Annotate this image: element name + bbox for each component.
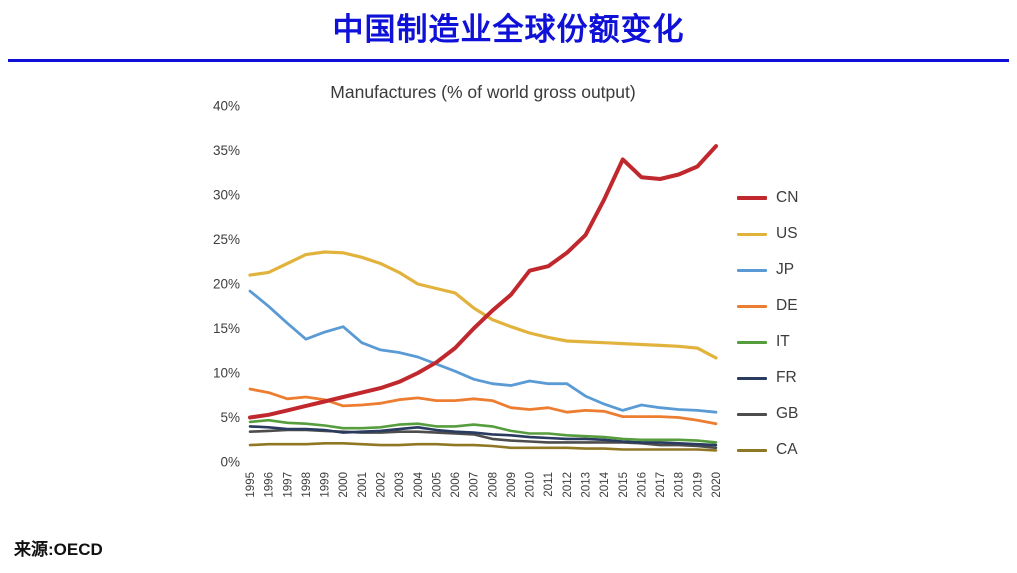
- legend-swatch: [737, 376, 767, 380]
- series-line-it: [248, 418, 718, 444]
- x-tick-label: 1998: [301, 472, 313, 498]
- y-tick-label: 35%: [213, 143, 240, 158]
- x-tick-label: 1999: [320, 472, 332, 498]
- legend-item-ca: CA: [737, 441, 798, 458]
- legend-label: JP: [776, 261, 795, 278]
- legend-swatch: [737, 232, 767, 236]
- x-tick-label: 2013: [581, 472, 593, 498]
- series-line-ca: [248, 441, 718, 452]
- x-tick-label: 1997: [282, 472, 294, 498]
- x-tick-label: 2006: [450, 472, 462, 498]
- x-tick-label: 2000: [338, 472, 350, 498]
- x-tick-label: 1995: [245, 472, 257, 498]
- series-line-cn: [248, 144, 718, 420]
- x-tick-label: 2014: [599, 471, 611, 497]
- legend-label: GB: [776, 405, 799, 422]
- title-divider: [8, 59, 1009, 62]
- legend-item-us: US: [737, 225, 798, 242]
- legend-item-de: DE: [737, 297, 798, 314]
- y-tick-label: 5%: [220, 410, 240, 425]
- legend-swatch: [737, 448, 767, 452]
- x-tick-label: 2009: [506, 472, 518, 498]
- legend-swatch: [737, 304, 767, 308]
- legend-swatch: [737, 268, 767, 272]
- legend-label: DE: [776, 297, 798, 314]
- x-tick-label: 2017: [655, 472, 667, 498]
- x-tick-label: 2019: [692, 472, 704, 498]
- x-tick-label: 2018: [674, 472, 686, 498]
- y-tick-label: 10%: [213, 366, 240, 381]
- x-tick-label: 2008: [487, 472, 499, 498]
- x-tick-label: 2012: [562, 472, 574, 498]
- y-tick-label: 20%: [213, 277, 240, 292]
- x-tick-label: 2016: [636, 472, 648, 498]
- x-tick-label: 2011: [543, 472, 555, 497]
- legend-label: US: [776, 225, 798, 242]
- series-line-us: [248, 250, 718, 360]
- x-tick-label: 1996: [264, 472, 276, 498]
- legend-label: CA: [776, 441, 798, 458]
- legend-label: FR: [776, 369, 797, 386]
- x-tick-label: 2002: [375, 472, 387, 498]
- legend-item-fr: FR: [737, 369, 798, 386]
- legend-label: CN: [776, 189, 799, 206]
- chart-area: Manufactures (% of world gross output) 0%…: [0, 70, 1017, 530]
- legend-swatch: [737, 196, 767, 200]
- x-tick-label: 2020: [711, 472, 723, 498]
- x-tick-label: 2005: [431, 472, 443, 498]
- y-tick-label: 0%: [220, 455, 240, 470]
- page-title: 中国制造业全球份额变化: [332, 12, 685, 47]
- x-tick-label: 2015: [618, 472, 630, 498]
- x-tick-label: 2001: [357, 472, 369, 498]
- legend-swatch: [737, 412, 767, 416]
- x-tick-label: 2007: [469, 472, 481, 498]
- y-tick-label: 25%: [213, 232, 240, 247]
- series-line-fr: [248, 425, 718, 447]
- x-tick-label: 2003: [394, 472, 406, 498]
- x-tick-label: 2010: [525, 472, 537, 498]
- source-label: 来源:OECD: [14, 540, 103, 559]
- line-chart: Manufactures (% of world gross output) 0%…: [213, 82, 723, 498]
- y-tick-label: 40%: [213, 99, 240, 114]
- chart-title: Manufactures (% of world gross output): [330, 82, 635, 102]
- legend-label: IT: [776, 333, 790, 350]
- legend-item-cn: CN: [737, 189, 799, 206]
- legend-item-jp: JP: [737, 261, 798, 278]
- legend-item-it: IT: [737, 333, 798, 350]
- legend-item-gb: GB: [737, 405, 799, 422]
- series-line-jp: [248, 289, 718, 414]
- chart-legend: CN US JP DE IT FR GB CA: [737, 189, 799, 458]
- y-tick-label: 15%: [213, 321, 240, 336]
- x-tick-label: 2004: [413, 471, 425, 497]
- y-tick-label: 30%: [213, 188, 240, 203]
- legend-swatch: [737, 340, 767, 344]
